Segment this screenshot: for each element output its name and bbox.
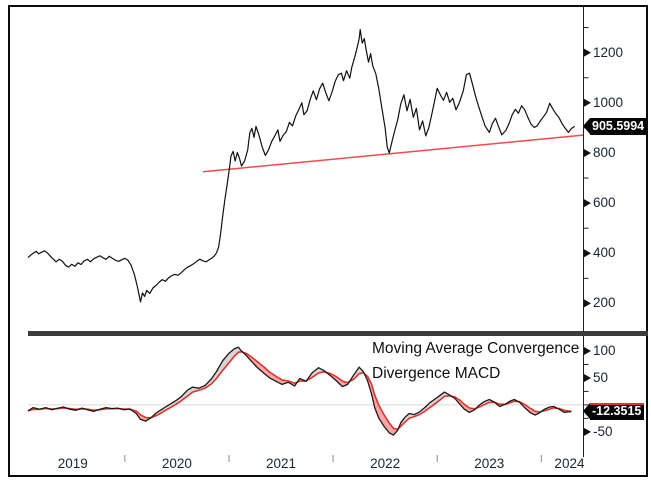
- x-axis-year-label: 2022: [370, 456, 401, 471]
- macd-value-tag: -12.3515: [582, 403, 645, 421]
- macd-indicator-label[interactable]: Moving Average Convergence Divergence MA…: [372, 340, 580, 382]
- price-axis-tick-label: 1200: [593, 44, 624, 60]
- macd-value: -12.3515: [592, 404, 642, 419]
- x-axis-year-label: 2020: [161, 456, 192, 471]
- macd-axis-tick-label: 100: [593, 343, 616, 358]
- x-axis-year-label: 2021: [265, 456, 297, 471]
- x-axis-year-label: 2024: [554, 456, 585, 471]
- last-price-tag: 905.5994: [582, 117, 648, 135]
- x-axis-year-label: 2019: [57, 456, 88, 471]
- price-axis-tick-label: 1000: [593, 94, 624, 110]
- price-axis-tick-label: 600: [593, 195, 616, 211]
- panel-separator[interactable]: [28, 331, 648, 336]
- macd-axis-tick-label: 50: [593, 369, 609, 385]
- price-axis-tick-label: 800: [593, 144, 616, 160]
- macd-axis-tick-label: -50: [593, 423, 613, 439]
- price-axis-tick-label: 400: [593, 245, 616, 261]
- price-axis-tick-label: 200: [593, 295, 616, 311]
- last-price-value: 905.5994: [592, 118, 645, 133]
- x-axis-year-label: 2023: [474, 456, 505, 471]
